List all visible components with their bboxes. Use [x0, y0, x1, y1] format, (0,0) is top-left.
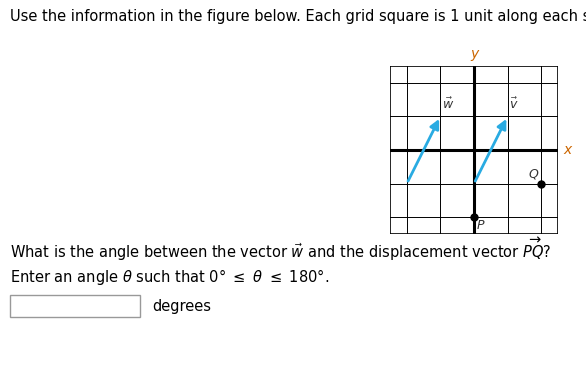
Text: What is the angle between the vector $\vec{w}$ and the displacement vector $\ove: What is the angle between the vector $\v…: [10, 235, 551, 262]
Text: x: x: [563, 143, 571, 157]
Text: $\vec{w}$: $\vec{w}$: [442, 97, 454, 112]
Text: y: y: [470, 47, 478, 61]
Text: Q: Q: [529, 167, 539, 180]
Text: $\vec{v}$: $\vec{v}$: [509, 97, 519, 112]
Text: Use the information in the figure below. Each grid square is 1 unit along each s: Use the information in the figure below.…: [10, 9, 586, 24]
Text: Enter an angle $\theta$ such that 0° $\leq$ $\theta$ $\leq$ 180°.: Enter an angle $\theta$ such that 0° $\l…: [10, 267, 329, 287]
Text: P: P: [476, 219, 484, 232]
Text: degrees: degrees: [152, 299, 211, 314]
FancyBboxPatch shape: [10, 295, 140, 317]
